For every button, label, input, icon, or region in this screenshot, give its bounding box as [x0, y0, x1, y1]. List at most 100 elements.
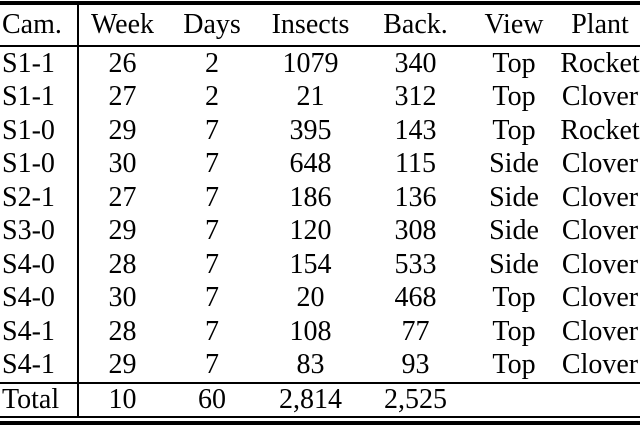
table-cell: 468 — [394, 282, 437, 314]
table-row: S3-0 29 7 120 308 Side Clover — [0, 214, 640, 248]
table-cell: Clover — [561, 215, 639, 247]
table-cell: 77 — [401, 315, 430, 347]
column-header-cam: Cam. — [0, 5, 79, 47]
table-cell: 2 — [205, 47, 219, 79]
table-footer: Total 10 60 2,814 2,525 — [0, 382, 640, 418]
table-cell: 83 — [296, 349, 325, 381]
table-row: S4-0 28 7 154 533 Side Clover — [0, 248, 640, 282]
table-cell: 115 — [395, 148, 436, 180]
table-body: S1-1 26 2 1079 340 Top Rocket S1-1 27 2 21 312 Top Cl… — [0, 46, 640, 383]
table-cell: 93 — [401, 349, 430, 381]
total-row: Total 10 60 2,814 2,525 — [0, 382, 640, 418]
table-cell: 143 — [394, 114, 437, 146]
table-cell: 186 — [289, 181, 332, 213]
table-cell: 108 — [289, 315, 332, 347]
table-cell: Rocket — [560, 114, 640, 146]
table-cell: 7 — [205, 181, 219, 213]
table-cell: Side — [489, 248, 539, 280]
camera-cell: S3-0 — [0, 214, 79, 248]
total-label: Total — [0, 382, 79, 418]
table-cell: 395 — [289, 114, 332, 146]
table-top-rule — [0, 1, 640, 5]
table-cell: 29 — [108, 215, 137, 247]
table-cell: 30 — [108, 282, 137, 314]
column-header-insects: Insects — [258, 5, 363, 47]
table-cell: 533 — [394, 248, 437, 280]
table-cell: 7 — [205, 114, 219, 146]
table-cell: 21 — [296, 81, 325, 113]
table-row: S1-1 26 2 1079 340 Top Rocket — [0, 46, 640, 81]
data-table: Cam. Week Days Insects Back. View Plant … — [0, 5, 640, 418]
table-cell: Top — [492, 282, 536, 314]
table-cell: Clover — [561, 315, 639, 347]
camera-cell: S4-0 — [0, 281, 79, 315]
camera-cell: S1-0 — [0, 114, 79, 148]
table-cell: Top — [492, 81, 536, 113]
total-weeks: 10 — [78, 382, 166, 418]
table-cell: 29 — [108, 114, 137, 146]
table-cell: Top — [492, 47, 536, 79]
table-row: S4-0 30 7 20 468 Top Clover — [0, 281, 640, 315]
table-cell: 30 — [108, 148, 137, 180]
total-days: 60 — [166, 382, 258, 418]
table-cell: 28 — [108, 248, 137, 280]
header-row: Cam. Week Days Insects Back. View Plant — [0, 5, 640, 47]
table-cell: 27 — [108, 81, 137, 113]
table-cell: Side — [489, 181, 539, 213]
camera-cell: S2-1 — [0, 181, 79, 215]
table-cell: 154 — [289, 248, 332, 280]
table-cell: 7 — [205, 248, 219, 280]
table-cell: 648 — [289, 148, 332, 180]
total-plant-empty — [560, 382, 640, 418]
table-cell: 7 — [205, 215, 219, 247]
table-cell: Top — [492, 349, 536, 381]
table-cell: 29 — [108, 349, 137, 381]
camera-cell: S4-0 — [0, 248, 79, 282]
table-cell: Clover — [561, 349, 639, 381]
table-row: S1-0 30 7 648 115 Side Clover — [0, 147, 640, 181]
table-cell: 120 — [289, 215, 332, 247]
table-cell: 312 — [394, 81, 437, 113]
table-cell: 27 — [108, 181, 137, 213]
column-header-week: Week — [78, 5, 166, 47]
table-cell: 2 — [205, 81, 219, 113]
table-cell: Side — [489, 148, 539, 180]
camera-cell: S1-1 — [0, 80, 79, 114]
table-cell: 7 — [205, 349, 219, 381]
camera-cell: S4-1 — [0, 315, 79, 349]
camera-cell: S1-1 — [0, 46, 79, 81]
table-row: S4-1 28 7 108 77 Top Clover — [0, 315, 640, 349]
table-cell: 136 — [394, 181, 437, 213]
table-header: Cam. Week Days Insects Back. View Plant — [0, 5, 640, 47]
table-cell: Rocket — [560, 47, 640, 79]
camera-cell: S1-0 — [0, 147, 79, 181]
table-cell: 26 — [108, 47, 137, 79]
table-row: S1-0 29 7 395 143 Top Rocket — [0, 114, 640, 148]
total-back: 2,525 — [363, 382, 468, 418]
table-row: S1-1 27 2 21 312 Top Clover — [0, 80, 640, 114]
column-header-days: Days — [166, 5, 258, 47]
column-header-view: View — [468, 5, 560, 47]
table-cell: 7 — [205, 315, 219, 347]
table-cell: 7 — [205, 282, 219, 314]
table-cell: Side — [489, 215, 539, 247]
table-cell: Clover — [561, 81, 639, 113]
table-cell: 308 — [394, 215, 437, 247]
table-cell: Clover — [561, 148, 639, 180]
column-header-plant: Plant — [560, 5, 640, 47]
total-insects: 2,814 — [258, 382, 363, 418]
table-row: S4-1 29 7 83 93 Top Clover — [0, 348, 640, 383]
column-header-back: Back. — [363, 5, 468, 47]
table-cell: 1079 — [282, 47, 339, 79]
table-cell: Clover — [561, 282, 639, 314]
total-view-empty — [468, 382, 560, 418]
table-bottom-rule — [0, 421, 640, 425]
table-cell: 20 — [296, 282, 325, 314]
table-cell: Clover — [561, 181, 639, 213]
table-cell: Clover — [561, 248, 639, 280]
table-cell: 340 — [394, 47, 437, 79]
table-cell: Top — [492, 114, 536, 146]
table-cell: 28 — [108, 315, 137, 347]
table-cell: Top — [492, 315, 536, 347]
